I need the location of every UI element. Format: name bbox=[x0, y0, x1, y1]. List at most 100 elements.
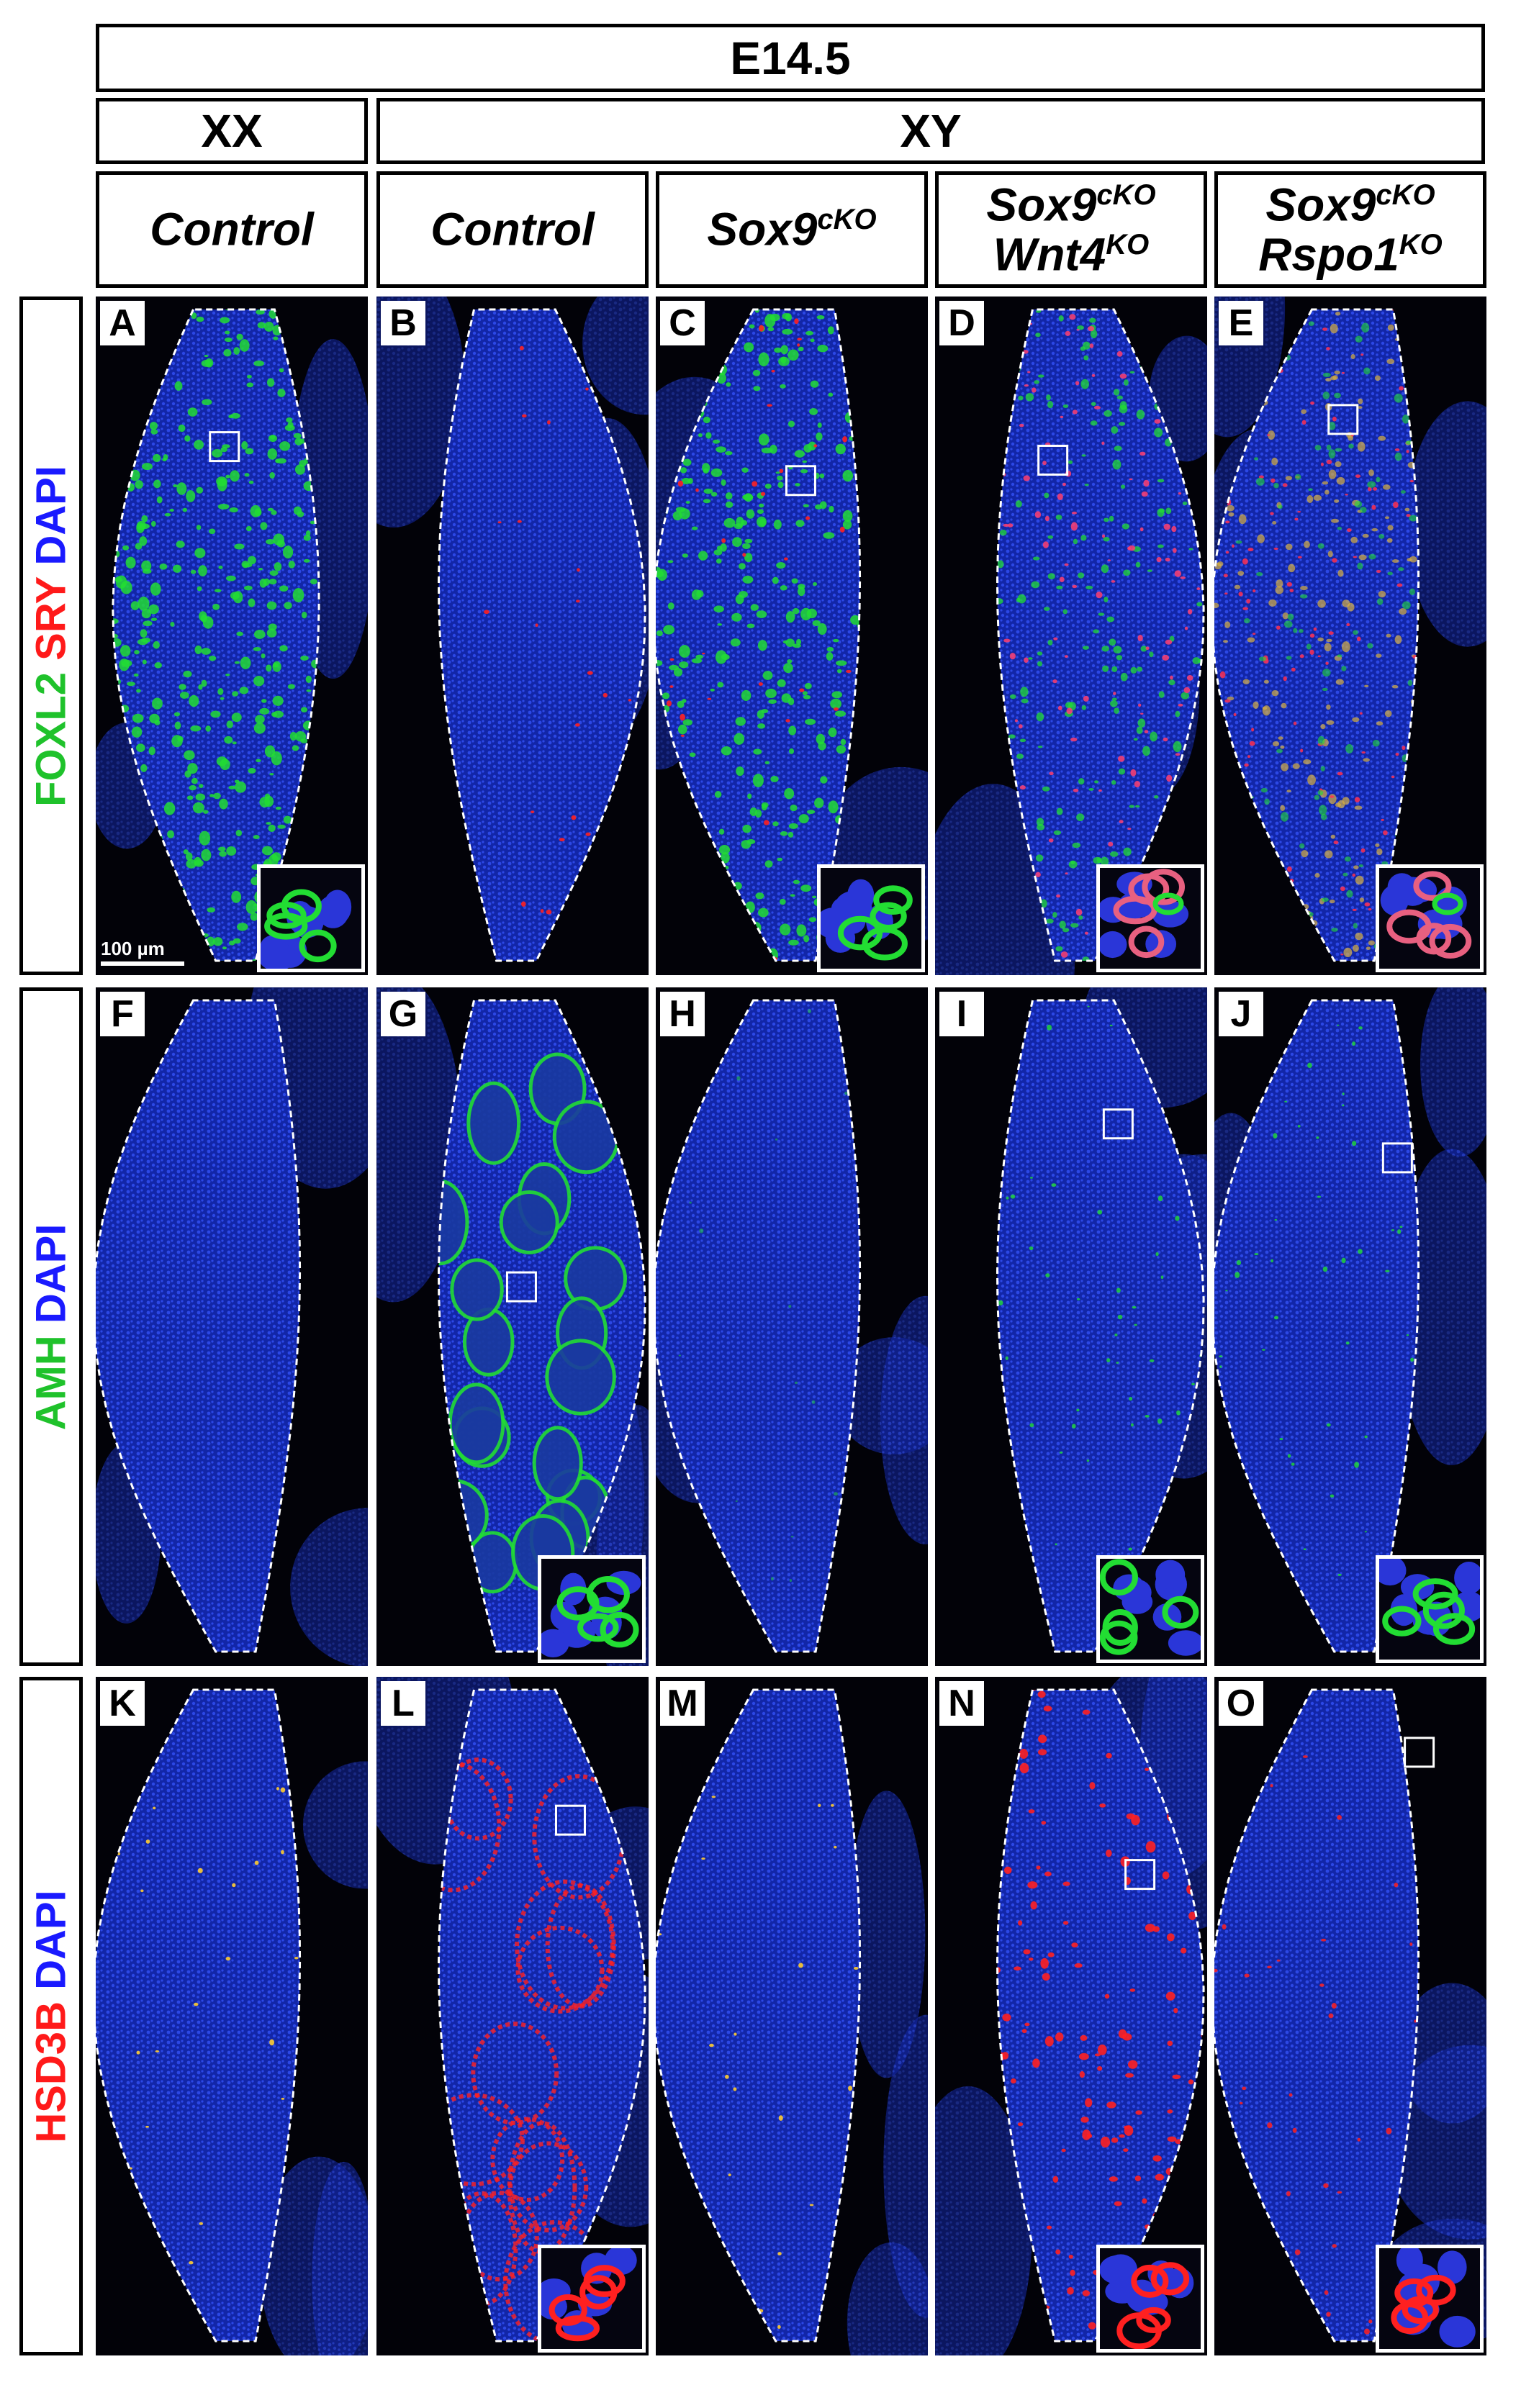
row-label-1: FOXL2 SRY DAPI bbox=[19, 297, 83, 975]
column-header-5: Sox9cKO Rspo1KO bbox=[1214, 171, 1486, 288]
marker-label: HSD3B bbox=[27, 2001, 75, 2143]
micrograph bbox=[996, 987, 1207, 1653]
panel-letter: C bbox=[660, 301, 705, 345]
zoom-region-box bbox=[554, 1804, 586, 1836]
column-header-3: Sox9cKO bbox=[656, 171, 928, 288]
zoom-inset bbox=[538, 2245, 646, 2353]
image-panel-m: M bbox=[656, 1677, 928, 2355]
micrograph bbox=[935, 1677, 1207, 2355]
zoom-inset bbox=[257, 864, 365, 972]
column-header-line2-text: Rspo1 bbox=[1258, 228, 1399, 281]
image-panel-l: L bbox=[376, 1677, 649, 2355]
zoom-region-box bbox=[209, 431, 240, 463]
zoom-region-box bbox=[785, 465, 816, 497]
gonad-outline bbox=[112, 308, 320, 962]
panel-letter: M bbox=[660, 1681, 705, 1726]
column-header-line1: Control bbox=[150, 204, 314, 254]
scale-bar: 100 µm bbox=[101, 938, 184, 966]
image-panel-o: O bbox=[1214, 1677, 1486, 2355]
gonad-outline bbox=[437, 1688, 646, 2343]
panel-letter: E bbox=[1219, 301, 1263, 345]
micrograph bbox=[1214, 987, 1486, 1653]
column-header-line2-superscript: KO bbox=[1106, 229, 1150, 261]
column-header-line1: Control bbox=[430, 204, 595, 254]
column-header-line1: Sox9cKO bbox=[1265, 178, 1435, 230]
image-panel-c: C bbox=[656, 297, 928, 975]
inset-micrograph bbox=[1379, 868, 1480, 969]
zoom-inset bbox=[1096, 1555, 1204, 1663]
marker-label: AMH bbox=[27, 1334, 75, 1430]
micrograph bbox=[376, 1677, 649, 2343]
micrograph bbox=[96, 987, 368, 1666]
gonad-outline bbox=[996, 999, 1205, 1653]
panel-letter: N bbox=[939, 1681, 984, 1726]
column-header-line1-text: Control bbox=[150, 203, 314, 255]
zoom-region-box bbox=[505, 1271, 537, 1303]
panel-letter: I bbox=[939, 992, 984, 1036]
image-panel-j: J bbox=[1214, 987, 1486, 1666]
micrograph bbox=[1214, 297, 1486, 962]
image-panel-e: E bbox=[1214, 297, 1486, 975]
column-header-line1: Sox9cKO bbox=[986, 178, 1156, 230]
gonad-outline bbox=[656, 308, 862, 962]
panel-letter: D bbox=[939, 301, 984, 345]
image-panel-n: N bbox=[935, 1677, 1207, 2355]
zoom-inset bbox=[538, 1555, 646, 1663]
panel-letter: J bbox=[1219, 992, 1263, 1036]
zoom-inset bbox=[1376, 1555, 1484, 1663]
zoom-inset bbox=[1096, 2245, 1204, 2353]
column-header-line2: Wnt4KO bbox=[993, 229, 1150, 279]
marker-label: SRY bbox=[27, 576, 75, 672]
inset-micrograph bbox=[1100, 2248, 1201, 2349]
panel-letter: G bbox=[381, 992, 425, 1036]
zoom-inset bbox=[817, 864, 925, 972]
scale-bar-label: 100 µm bbox=[101, 938, 165, 959]
column-header-line1-text: Sox9 bbox=[986, 178, 1097, 230]
gonad-outline bbox=[996, 308, 1205, 962]
panel-letter: H bbox=[660, 992, 705, 1036]
gonad-outline bbox=[656, 999, 862, 1653]
panel-letter: O bbox=[1219, 1681, 1263, 1726]
scale-bar-line bbox=[101, 961, 184, 966]
inset-micrograph bbox=[261, 868, 361, 969]
micrograph bbox=[656, 1688, 928, 2355]
group-label-xx: XX bbox=[96, 98, 368, 164]
marker-label: DAPI bbox=[27, 465, 75, 577]
zoom-region-box bbox=[1102, 1108, 1134, 1140]
column-header-line1-text: Control bbox=[430, 203, 595, 255]
panel-letter: B bbox=[381, 301, 425, 345]
zoom-inset bbox=[1376, 2245, 1484, 2353]
marker-label: DAPI bbox=[27, 1223, 75, 1335]
micrograph bbox=[376, 297, 649, 962]
gonad-outline bbox=[996, 1688, 1205, 2343]
image-panel-d: D bbox=[935, 297, 1207, 975]
panel-letter: F bbox=[100, 992, 145, 1036]
row-label-text: HSD3B DAPI bbox=[27, 1890, 76, 2142]
image-panel-a: A bbox=[96, 297, 368, 975]
column-header-line1-superscript: cKO bbox=[1376, 178, 1435, 211]
column-header-1: Control bbox=[96, 171, 368, 288]
inset-micrograph bbox=[541, 1559, 642, 1660]
zoom-inset bbox=[1096, 864, 1204, 972]
zoom-region-box bbox=[1327, 404, 1359, 435]
marker-label: DAPI bbox=[27, 1889, 75, 2001]
micrograph bbox=[96, 308, 368, 962]
column-header-line1-superscript: cKO bbox=[1096, 178, 1156, 211]
gonad-outline bbox=[96, 1688, 302, 2343]
inset-micrograph bbox=[541, 2248, 642, 2349]
inset-micrograph bbox=[821, 868, 921, 969]
micrograph bbox=[935, 308, 1207, 975]
zoom-inset bbox=[1376, 864, 1484, 972]
micrograph bbox=[656, 308, 928, 962]
gonad-outline bbox=[1214, 999, 1420, 1653]
image-panel-k: K bbox=[96, 1677, 368, 2355]
row-label-text: AMH DAPI bbox=[27, 1223, 76, 1430]
gonad-outline bbox=[1214, 1688, 1420, 2343]
figure-title: E14.5 bbox=[96, 24, 1485, 92]
zoom-region-box bbox=[1037, 444, 1069, 476]
group-label-xy: XY bbox=[376, 98, 1485, 164]
inset-micrograph bbox=[1379, 1559, 1480, 1660]
gonad-outline bbox=[437, 308, 646, 962]
row-label-3: HSD3B DAPI bbox=[19, 1677, 83, 2355]
gonad-outline bbox=[656, 1688, 862, 2343]
